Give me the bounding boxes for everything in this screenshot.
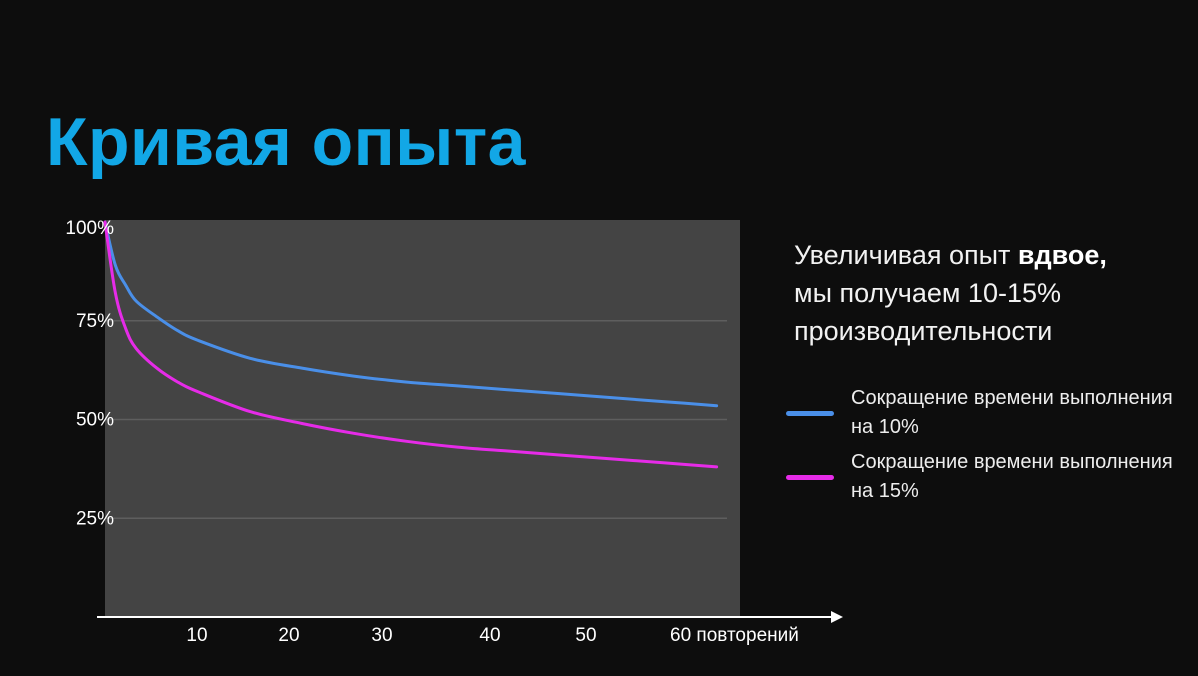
caption-part2: мы получаем 10-15% производительности xyxy=(794,278,1061,346)
legend-swatch-10 xyxy=(786,411,834,416)
legend-swatch-15 xyxy=(786,475,834,480)
y-tick-label: 50% xyxy=(76,410,114,431)
x-tick-label: 40 xyxy=(479,625,500,646)
x-tick-label: 10 xyxy=(186,625,207,646)
x-tick-label: 60 повторений xyxy=(670,625,799,646)
grid-lines xyxy=(105,320,727,519)
plot-background xyxy=(105,220,740,617)
y-tick-label: 75% xyxy=(76,311,114,332)
caption-text: Увеличивая опыт вдвое, мы получаем 10-15… xyxy=(794,236,1184,350)
y-tick-label: 25% xyxy=(76,508,114,529)
legend-item-15: Сокращение времени выполнения на 15% xyxy=(786,448,1186,512)
axes xyxy=(97,611,843,623)
caption-bold: вдвое, xyxy=(1017,240,1107,270)
caption-part1: Увеличивая опыт xyxy=(794,240,1018,270)
y-tick-labels: 100% 75% 50% 25% xyxy=(65,218,114,529)
x-tick-labels: 10 20 30 40 50 60 повторений xyxy=(186,625,798,646)
legend-label-15: Сокращение времени выполнения на 15% xyxy=(851,451,1173,502)
series-line-15 xyxy=(103,220,719,469)
legend: Сокращение времени выполнения на 10% Сок… xyxy=(786,384,1186,512)
legend-item-10: Сокращение времени выполнения на 10% xyxy=(786,384,1186,448)
x-tick-label: 20 xyxy=(278,625,299,646)
y-tick-label: 100% xyxy=(65,218,114,239)
series-group xyxy=(103,220,719,469)
x-tick-label: 30 xyxy=(371,625,392,646)
series-line-10 xyxy=(103,220,719,408)
x-tick-label: 50 xyxy=(575,625,596,646)
slide-title: Кривая опыта xyxy=(46,104,526,180)
legend-label-10: Сокращение времени выполнения на 10% xyxy=(851,387,1173,438)
x-axis-arrow xyxy=(831,611,843,623)
